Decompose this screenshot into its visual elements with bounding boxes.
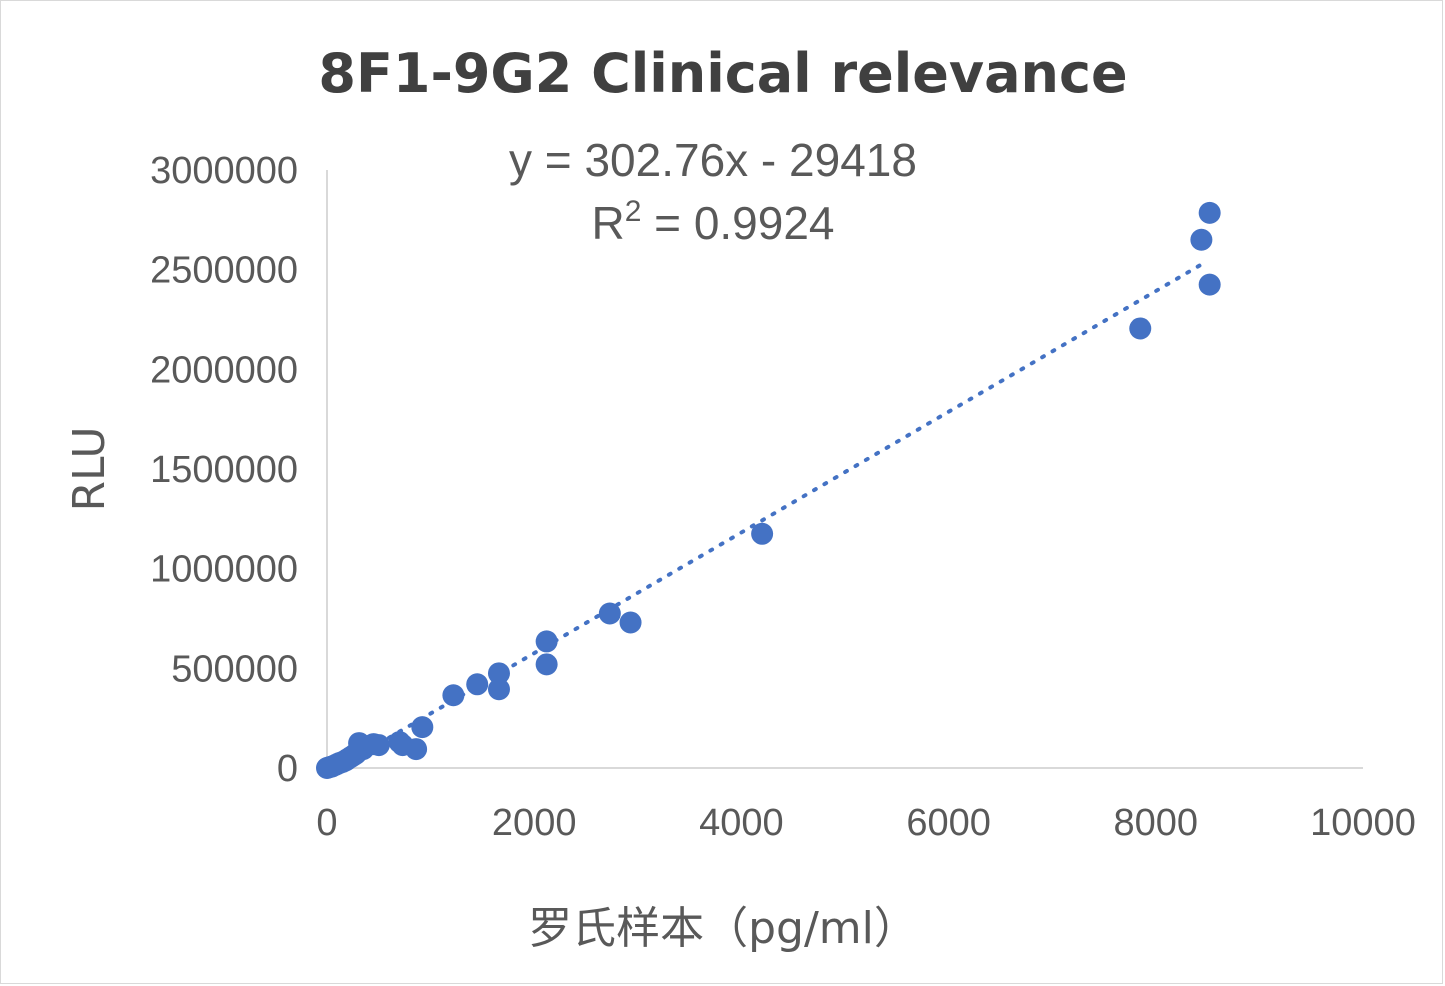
data-point xyxy=(619,611,642,634)
data-point xyxy=(442,684,465,707)
y-tick-label: 500000 xyxy=(171,648,298,690)
x-tick-labels: 0 2000 4000 6000 8000 10000 xyxy=(316,802,1415,844)
trendline-r-squared: R2 = 0.9924 xyxy=(591,195,834,249)
data-point xyxy=(367,734,390,757)
y-tick-labels: 0 500000 1000000 1500000 2000000 2500000 30000… xyxy=(150,150,298,790)
chart-title: 8F1-9G2 Clinical relevance xyxy=(318,42,1127,105)
trendline-equation: y = 302.76x - 29418 xyxy=(509,134,917,186)
y-tick-label: 1500000 xyxy=(150,449,298,491)
data-point xyxy=(487,678,510,701)
x-tick-label: 8000 xyxy=(1114,802,1199,844)
trendline xyxy=(335,261,1205,770)
x-tick-label: 10000 xyxy=(1310,802,1416,844)
x-tick-label: 0 xyxy=(316,802,337,844)
data-points xyxy=(316,201,1221,779)
x-axis-label: 罗氏样本（pg/ml） xyxy=(528,903,918,954)
x-tick-label: 6000 xyxy=(906,802,991,844)
data-point xyxy=(405,738,428,761)
data-point xyxy=(1129,317,1152,340)
y-axis-label: RLU xyxy=(64,426,115,511)
y-tick-label: 2500000 xyxy=(150,250,298,292)
y-tick-label: 2000000 xyxy=(150,349,298,391)
data-point xyxy=(535,653,558,676)
x-tick-label: 4000 xyxy=(699,802,784,844)
data-point xyxy=(598,602,621,625)
y-tick-label: 0 xyxy=(277,748,298,790)
data-point xyxy=(1198,273,1221,296)
data-point xyxy=(751,522,774,545)
data-point xyxy=(1198,201,1221,224)
y-tick-label: 1000000 xyxy=(150,549,298,591)
data-point xyxy=(1190,228,1213,251)
r-squared-value: = 0.9924 xyxy=(641,197,834,249)
data-point xyxy=(411,716,434,739)
r-squared-label: R xyxy=(591,197,624,249)
x-tick-label: 2000 xyxy=(492,802,577,844)
data-point xyxy=(487,662,510,685)
data-point xyxy=(535,630,558,653)
r-squared-superscript: 2 xyxy=(625,195,642,228)
data-point xyxy=(466,673,489,696)
y-tick-label: 3000000 xyxy=(150,150,298,192)
